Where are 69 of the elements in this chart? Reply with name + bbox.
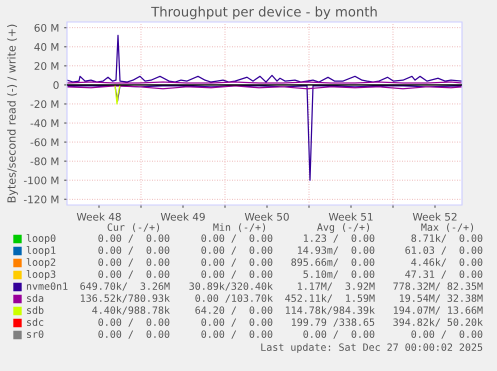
text: 0.00 / 0.00: [201, 318, 272, 327]
text: Max (-/+): [421, 223, 474, 232]
text: 5.10m/ 0.00: [303, 270, 374, 279]
text: 452.11k/ 1.59M: [285, 294, 375, 303]
text: 0.00 / 0.00: [201, 258, 272, 267]
text: 14.93m/ 0.00: [298, 246, 374, 255]
line-series: [67, 34, 462, 83]
y-axis-title: Bytes/second read (-) / write (+): [7, 24, 18, 202]
text: 8.71k/ 0.00: [411, 234, 482, 243]
text: 199.79 /338.65: [292, 318, 374, 327]
text: 4.46k/ 0.00: [411, 258, 482, 267]
text: 19.54M/ 32.38M: [400, 294, 483, 303]
y-tick-label: -20 M: [30, 100, 58, 108]
text: 0.00 /103.70k: [195, 294, 273, 303]
text: Avg (-/+): [317, 223, 370, 233]
legend-label: sdb: [27, 306, 44, 314]
legend-label: sda: [27, 294, 44, 302]
y-tick-label: -40 M: [30, 119, 58, 128]
legend-label: sr0: [27, 330, 44, 338]
x-tick-label: Week 52: [412, 212, 457, 221]
y-tick-label: 0: [53, 81, 59, 90]
y-tick-label: -100 M: [24, 176, 58, 184]
text: 778.32M/ 82.35M: [393, 282, 483, 291]
chart-title: Throughput per device - by month: [151, 6, 377, 20]
text: 114.78k/984.39k: [286, 306, 375, 315]
text: 0.00 / 0.00: [98, 270, 170, 279]
text: 61.03 / 0.00: [405, 246, 482, 255]
legend-label: loop3: [26, 270, 56, 280]
text: Min (-/+): [213, 223, 266, 232]
text: 1.23 / 0.00: [304, 234, 374, 243]
text: 0.00 / 0.00: [98, 234, 170, 243]
text: 0.00 / 0.00: [98, 330, 170, 339]
legend-label: nvme0n1: [26, 282, 68, 290]
text: 0.00 / 0.00: [201, 246, 272, 255]
x-tick-label: Week 51: [328, 212, 373, 221]
text: 0.00 / 0.00: [201, 270, 272, 279]
text: 0.00 / 0.00: [303, 330, 374, 339]
y-tick-label: -80 M: [30, 157, 58, 166]
text: 0.00 / 0.00: [98, 258, 170, 267]
text: Cur (-/+): [108, 223, 160, 232]
text: 0.00 / 0.00: [201, 234, 272, 243]
text: 1.17M/ 3.92M: [298, 282, 375, 291]
legend-label: loop1: [26, 246, 56, 256]
text: 194.07M/ 13.66M: [394, 306, 483, 315]
text: 30.89k/320.40k: [189, 282, 273, 291]
legend-label: loop0: [26, 234, 56, 244]
text: 0.00 / 0.00: [411, 330, 482, 339]
y-tick-label: 40 M: [34, 43, 58, 51]
text: 0.00 / 0.00: [98, 318, 170, 327]
text: 4.40k/988.78k: [92, 306, 170, 315]
y-tick-label: -120 M: [24, 196, 58, 204]
text: 649.70k/ 3.26M: [80, 282, 170, 291]
y-tick-label: 20 M: [34, 62, 58, 70]
text: 895.66m/ 0.00: [291, 258, 374, 267]
x-tick-label: Week 50: [244, 212, 289, 221]
x-tick-label: Week 49: [160, 212, 205, 221]
text: Last update: Sat Dec 27 00:00:02 2025: [261, 343, 482, 353]
text: 0.00 / 0.00: [201, 330, 272, 339]
text: 64.20 / 0.00: [195, 306, 272, 315]
y-tick-label: 60 M: [34, 24, 58, 32]
y-tick-label: -60 M: [30, 138, 58, 146]
legend-label: sdc: [27, 318, 44, 326]
text: 47.31 / 0.00: [405, 270, 482, 279]
line-series: [67, 85, 462, 181]
legend-label: loop2: [26, 258, 56, 268]
text: 394.82k/ 50.20k: [393, 318, 483, 327]
text: 136.52k/780.93k: [80, 294, 170, 303]
text: 0.00 / 0.00: [98, 246, 170, 255]
x-tick-label: Week 48: [76, 212, 121, 221]
